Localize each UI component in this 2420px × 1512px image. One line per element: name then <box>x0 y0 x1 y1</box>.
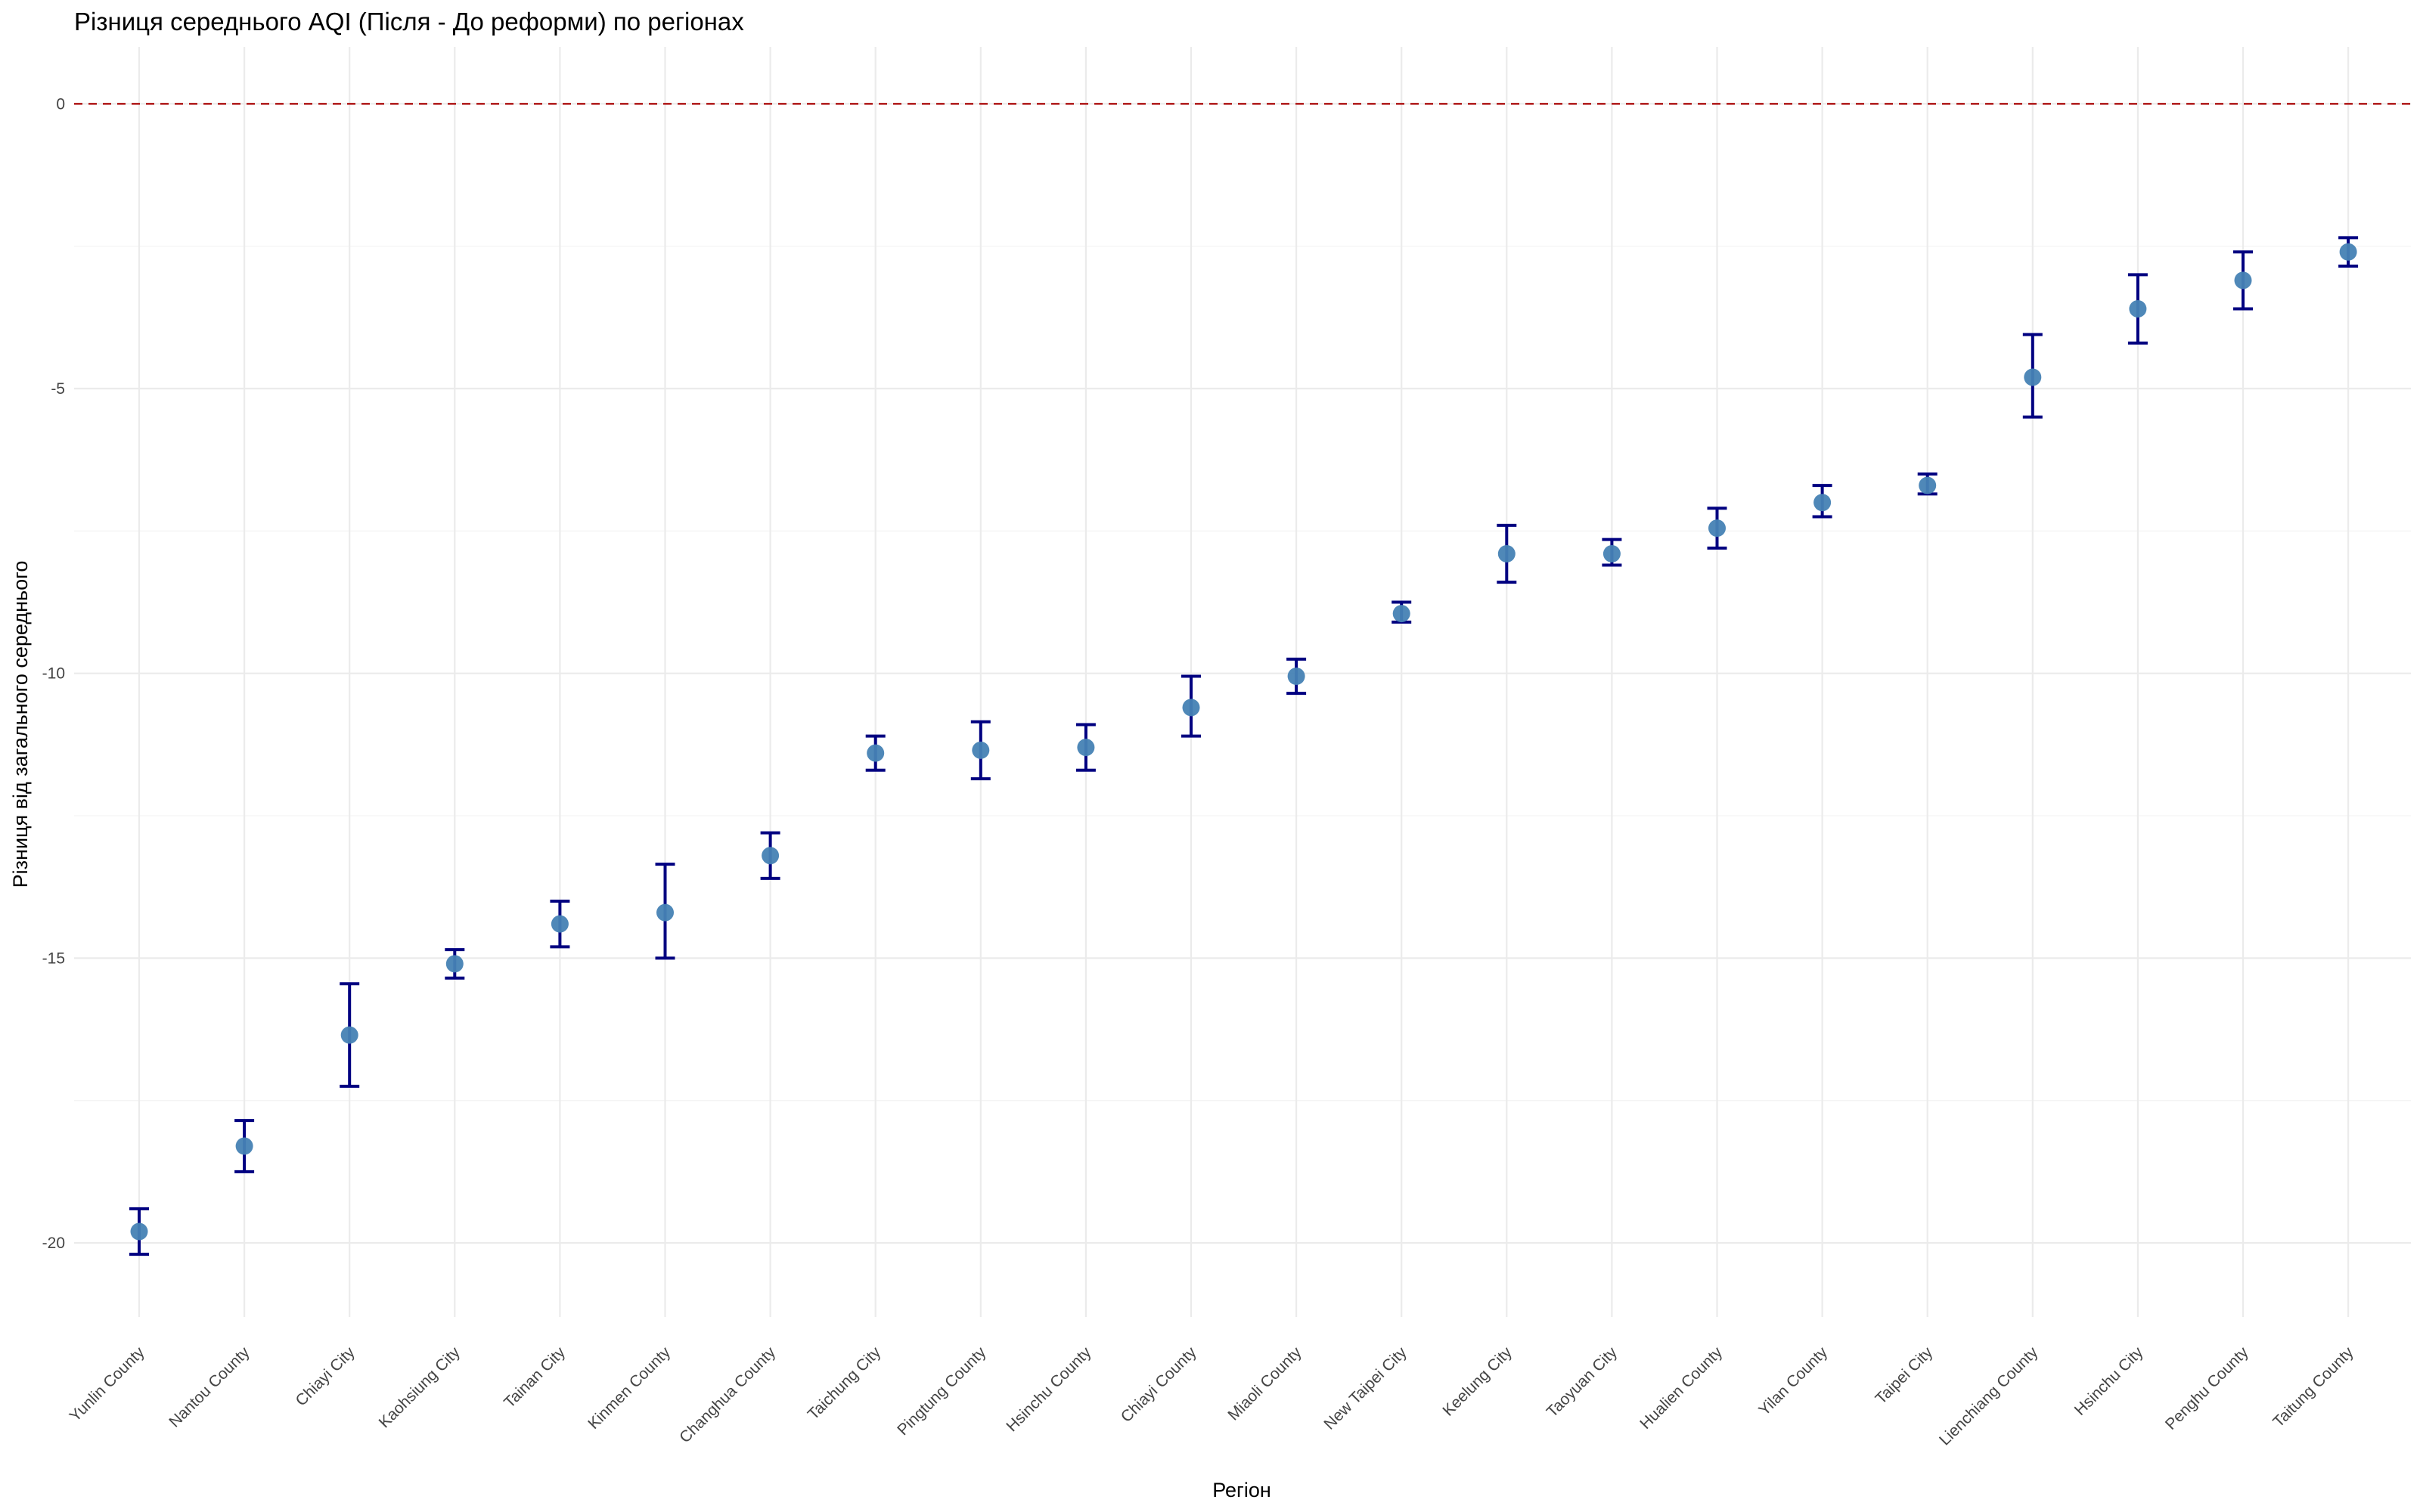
x-tick-label: Hsinchu City <box>2071 1343 2147 1419</box>
data-point <box>1077 739 1095 757</box>
x-tick-label: Penghu County <box>2162 1343 2252 1433</box>
data-point <box>1497 544 1516 562</box>
data-point <box>972 741 990 759</box>
x-tick-label: Taitung County <box>2270 1343 2357 1431</box>
x-tick-label: New Taipei City <box>1320 1343 1410 1433</box>
grid <box>74 47 2411 1317</box>
y-tick-label: -20 <box>42 1235 65 1252</box>
data-point <box>551 915 569 933</box>
data-point <box>1182 699 1200 717</box>
data-point <box>867 744 885 762</box>
x-tick-label: Taoyuan City <box>1544 1343 1621 1421</box>
data-point <box>340 1026 358 1044</box>
x-tick-label: Hualien County <box>1637 1343 1726 1433</box>
x-tick-label: Changhua County <box>676 1343 779 1446</box>
error-bars <box>129 236 2359 1256</box>
data-point <box>130 1222 148 1241</box>
data-point <box>1708 519 1726 538</box>
x-axis-title: Регіон <box>1212 1479 1271 1501</box>
x-tick-label: Lienchiang County <box>1936 1343 2042 1449</box>
data-points <box>130 243 2357 1241</box>
x-tick-label: Taichung City <box>805 1343 885 1424</box>
data-point <box>1392 605 1410 623</box>
data-point <box>2339 243 2357 261</box>
y-axis-title: Різниця від загального середнього <box>9 561 32 888</box>
y-tick-label: 0 <box>56 95 65 113</box>
x-tick-label: Hsinchu County <box>1003 1343 1094 1435</box>
x-tick-label: Chiayi City <box>293 1343 359 1410</box>
data-point <box>1919 476 1937 494</box>
x-tick-label: Tainan City <box>501 1343 569 1411</box>
data-point <box>1602 544 1621 562</box>
x-tick-label: Keelung City <box>1439 1343 1516 1420</box>
x-tick-label: Kinmen County <box>585 1343 674 1433</box>
x-tick-label: Yunlin County <box>67 1343 148 1425</box>
data-point <box>2129 300 2147 318</box>
x-tick-label: Kaohsiung City <box>376 1343 464 1431</box>
y-tick-label: -10 <box>42 665 65 683</box>
data-point <box>2024 368 2042 386</box>
data-point <box>445 955 464 973</box>
x-tick-label: Pingtung County <box>894 1343 989 1439</box>
y-tick-label: -5 <box>51 380 65 398</box>
x-tick-label: Yilan County <box>1755 1343 1831 1419</box>
y-axis-ticks: 0 -5 -10 -15 -20 <box>42 95 65 1252</box>
chart-title: Різниця середнього AQI (Після - До рефор… <box>74 8 744 36</box>
data-point <box>1287 667 1305 685</box>
data-point <box>2234 271 2252 290</box>
x-tick-label: Taipei City <box>1872 1343 1936 1408</box>
data-point <box>1813 494 1832 512</box>
data-point <box>762 847 780 865</box>
x-tick-label: Chiayi County <box>1118 1343 1200 1426</box>
data-point <box>656 903 674 922</box>
y-tick-label: -15 <box>42 950 65 967</box>
x-axis-ticks: Yunlin County Nantou County Chiayi City Kao… <box>67 1343 2357 1449</box>
x-tick-label: Nantou County <box>166 1343 253 1431</box>
data-point <box>235 1137 253 1155</box>
x-tick-label: Miaoli County <box>1224 1343 1305 1424</box>
